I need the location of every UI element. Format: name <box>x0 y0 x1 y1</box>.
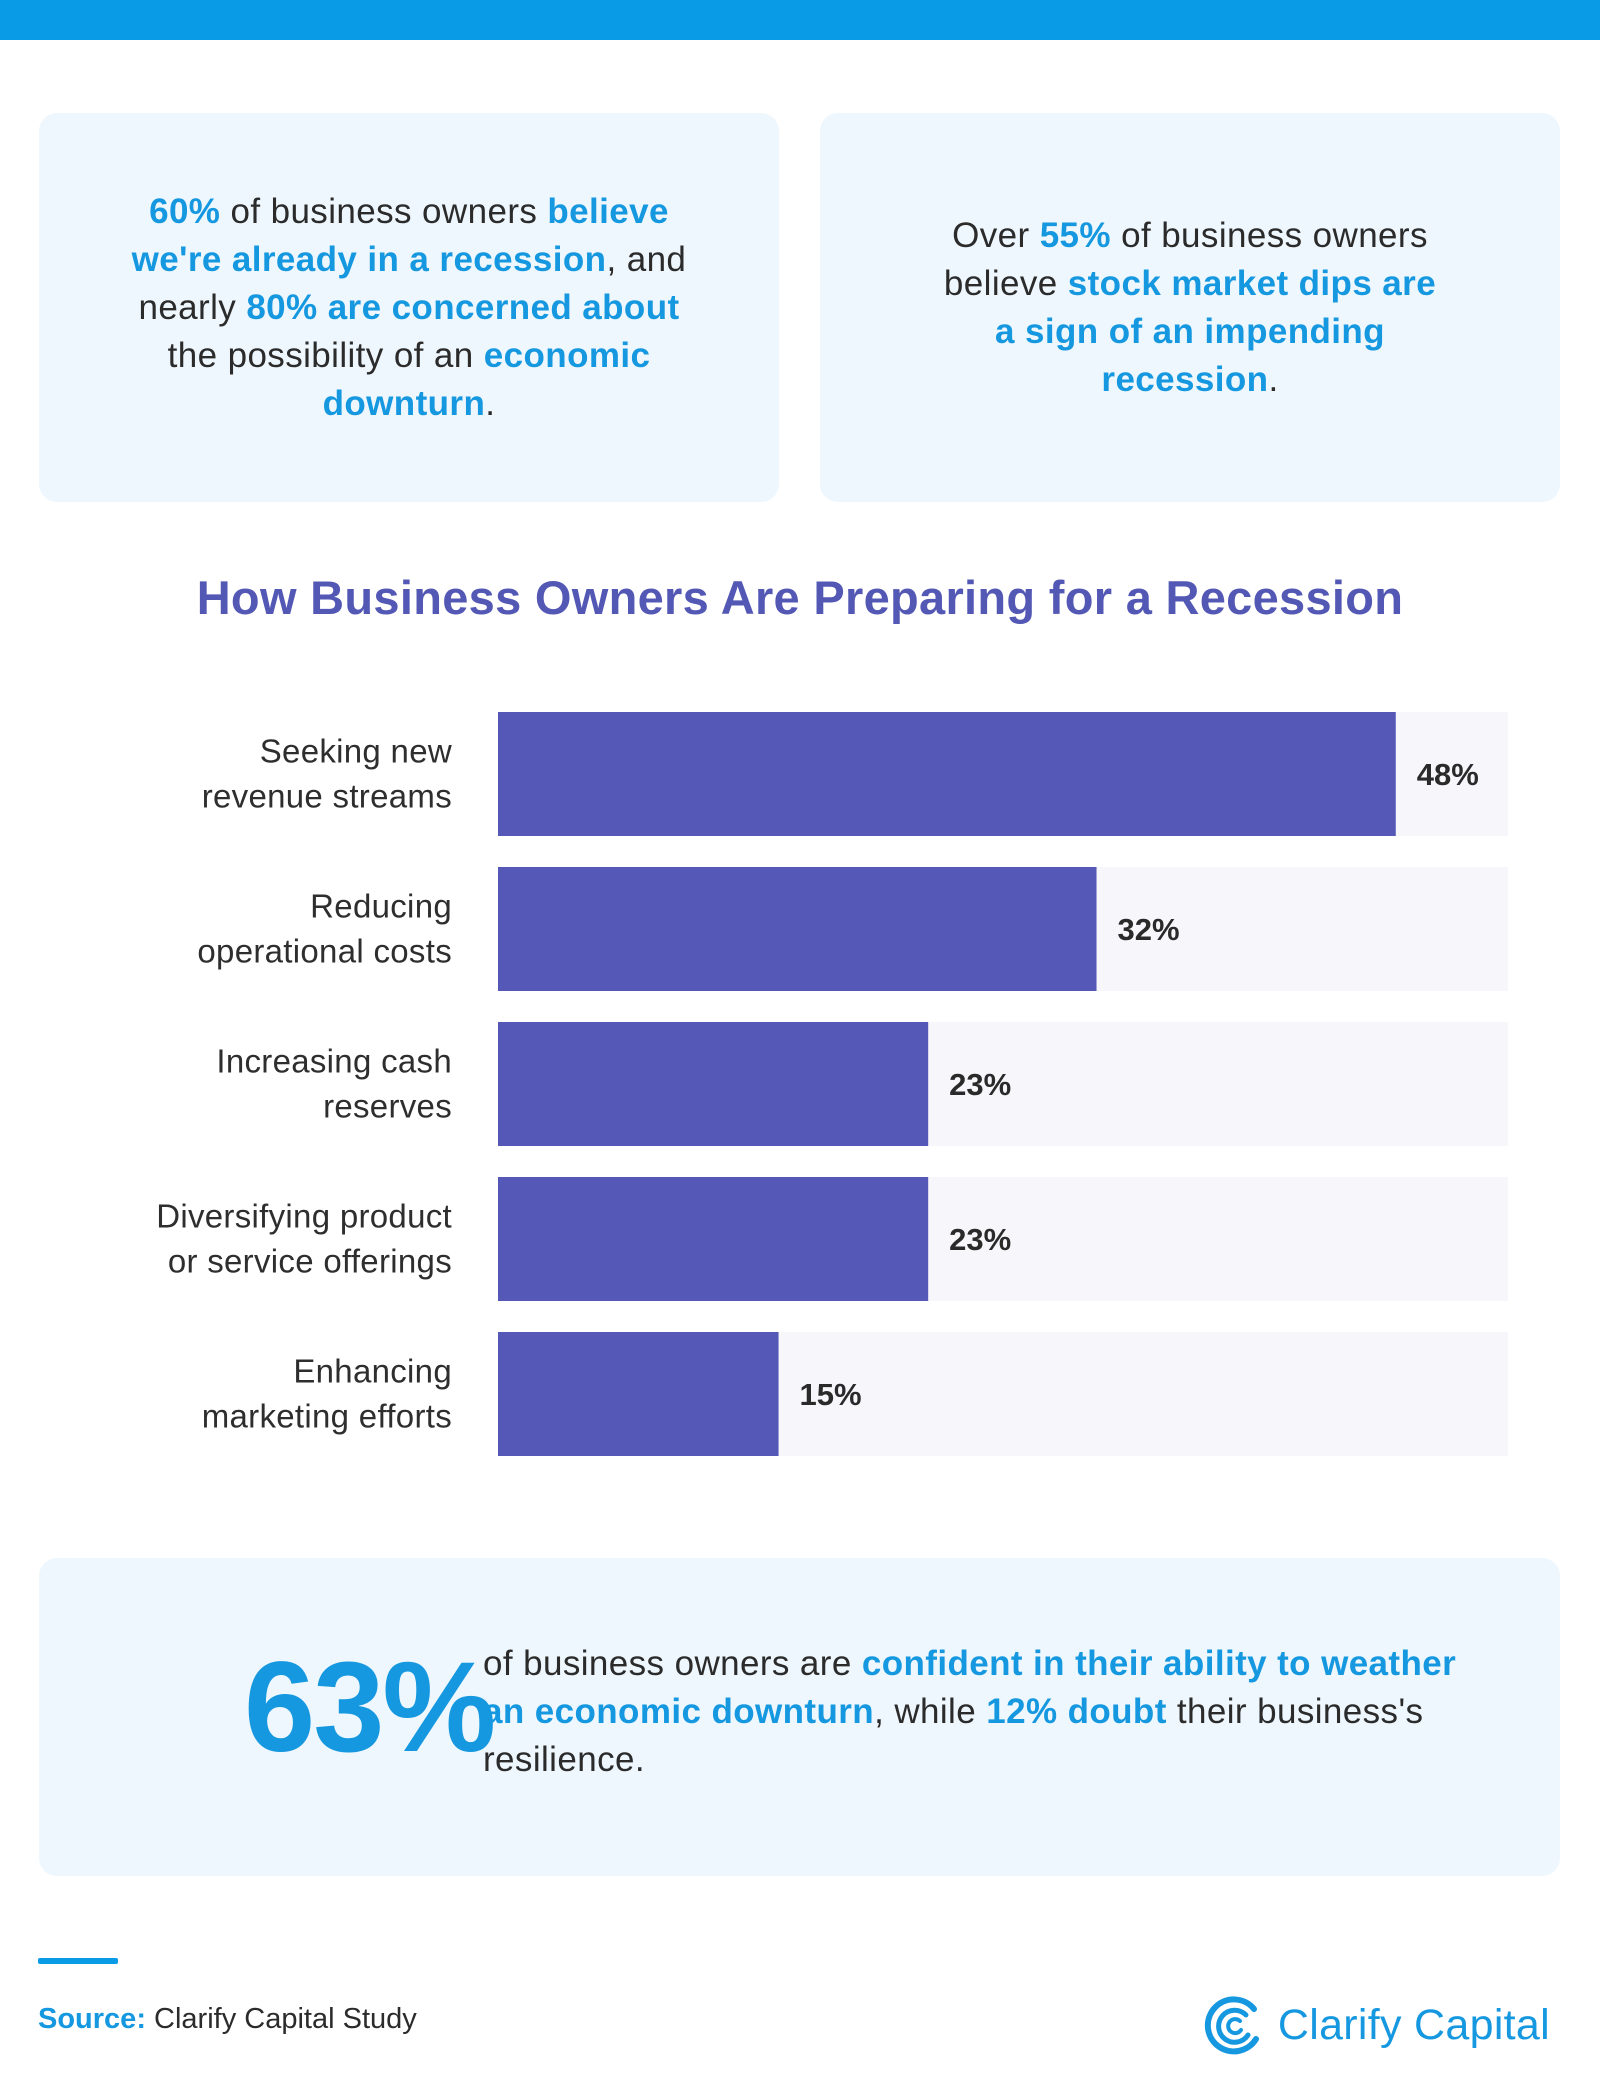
body-text: . <box>485 383 496 423</box>
highlight-text: believe we're already in a recession <box>131 191 669 279</box>
source-text: Clarify Capital Study <box>145 2003 417 2035</box>
category-label: or service offerings <box>168 1243 452 1280</box>
brand-name: Clarify Capital <box>1277 2000 1550 2049</box>
big-stat-value: 63% <box>244 1636 496 1779</box>
bottom-stat-card: 63% of business owners are confident in … <box>39 1558 1560 1876</box>
value-label: 23% <box>949 1067 1011 1102</box>
stat-card-stock-market: Over 55% of business owners believe stoc… <box>820 113 1560 502</box>
body-text: , and nearly <box>138 239 687 327</box>
source-note: Source: Clarify Capital Study <box>38 2003 417 2036</box>
body-text: , while <box>874 1692 987 1731</box>
bar <box>498 1332 779 1456</box>
value-label: 48% <box>1417 757 1479 792</box>
value-label: 32% <box>1118 912 1180 947</box>
clarify-logo-icon <box>1204 1996 1259 2055</box>
bar <box>498 1022 929 1146</box>
bar <box>498 867 1097 991</box>
highlight-text: 12% doubt <box>986 1692 1167 1731</box>
source-divider <box>38 1958 118 1964</box>
highlight-text: 80% are concerned about <box>246 287 680 327</box>
stat-card-recession-belief: 60% of business owners believe we're alr… <box>39 113 779 502</box>
category-label: Seeking new <box>260 733 452 770</box>
highlight-text: confident in their ability to weather an… <box>483 1644 1457 1731</box>
category-label: operational costs <box>197 933 452 970</box>
stat-text: 60% of business owners believe we're alr… <box>109 188 709 428</box>
body-text: of business owners believe <box>943 215 1428 303</box>
stat-text: Over 55% of business owners believe stoc… <box>930 212 1450 404</box>
value-label: 23% <box>949 1222 1011 1257</box>
bar <box>498 1177 929 1301</box>
category-label: Diversifying product <box>156 1198 452 1235</box>
category-label: Reducing <box>310 888 452 925</box>
body-text: . <box>1268 359 1279 399</box>
category-label: reserves <box>323 1088 452 1125</box>
value-label: 15% <box>800 1377 862 1412</box>
highlight-text: 55% <box>1039 215 1111 255</box>
source-label: Source: <box>38 2003 146 2035</box>
body-text: of business owners <box>220 191 548 231</box>
brand-logo: Clarify Capital <box>1202 1993 1550 2057</box>
body-text: Over <box>952 215 1040 255</box>
category-label: Increasing cash <box>216 1043 452 1080</box>
highlight-text: stock market dips are a sign of an impen… <box>995 263 1437 399</box>
highlight-text: 60% <box>149 191 221 231</box>
body-text: of business owners are <box>483 1644 862 1683</box>
category-label: marketing efforts <box>202 1398 452 1435</box>
bar-chart: 48% Seeking new revenue streams 32% Reducing… <box>156 712 1508 1456</box>
bottom-stat-text: of business owners are confident in thei… <box>483 1640 1473 1784</box>
body-text: their business's resilience. <box>483 1692 1424 1779</box>
category-label: Enhancing <box>293 1353 452 1390</box>
top-accent-bar <box>0 0 1600 40</box>
highlight-text: economic downturn <box>322 335 651 423</box>
body-text: the possibility of an <box>167 335 484 375</box>
category-label: revenue streams <box>202 778 452 815</box>
chart-title: How Business Owners Are Preparing for a … <box>196 571 1404 624</box>
bar <box>498 712 1396 836</box>
